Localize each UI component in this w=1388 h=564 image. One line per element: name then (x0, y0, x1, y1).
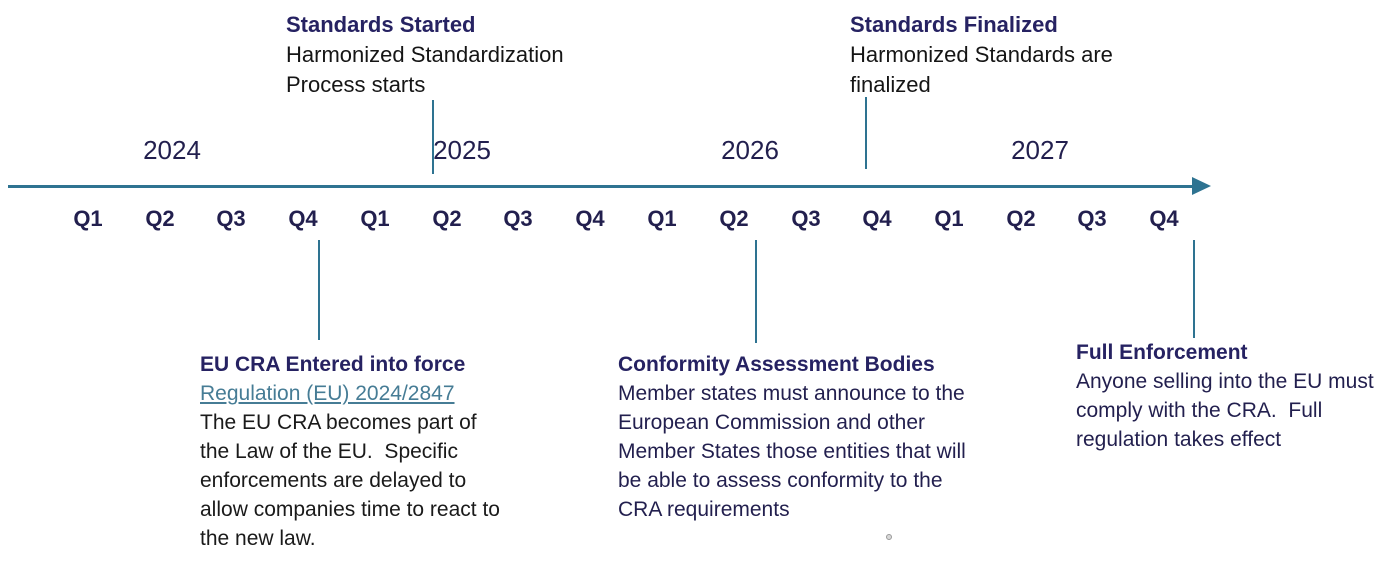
annotation-standards-finalized: Standards Finalized Harmonized Standards… (850, 10, 1150, 100)
regulation-link[interactable]: Regulation (EU) 2024/2847 (200, 382, 455, 405)
quarter-label: Q2 (1006, 206, 1036, 231)
annotation-title: Standards Started (286, 12, 476, 37)
quarter-label: Q4 (575, 206, 605, 231)
decorative-dot (886, 534, 892, 540)
quarter-label: Q2 (432, 206, 462, 231)
annotation-body: Harmonized Standards are finalized (850, 42, 1120, 97)
quarter-label: Q1 (934, 206, 964, 231)
connector-standards-started (432, 100, 434, 174)
quarter-label: Q1 (360, 206, 390, 231)
quarter-label: Q1 (647, 206, 677, 231)
timeline-axis (8, 185, 1196, 188)
quarter-label: Q4 (288, 206, 318, 231)
quarter-label: Q3 (791, 206, 821, 231)
annotation-body: Member states must announce to the Europ… (618, 382, 972, 521)
annotation-body: The EU CRA becomes part of the Law of th… (200, 411, 506, 550)
quarter-label: Q4 (1149, 206, 1179, 231)
annotation-body: Anyone selling into the EU must comply w… (1076, 370, 1380, 451)
annotation-standards-started: Standards Started Harmonized Standardiza… (286, 10, 598, 100)
annotation-conformity-assessment-bodies: Conformity Assessment Bodies Member stat… (618, 350, 986, 524)
connector-eu-cra (318, 240, 320, 340)
quarter-label: Q2 (719, 206, 749, 231)
annotation-title: Standards Finalized (850, 12, 1058, 37)
quarter-label: Q3 (1077, 206, 1107, 231)
annotation-title: Full Enforcement (1076, 341, 1248, 364)
quarter-label: Q3 (216, 206, 246, 231)
annotation-eu-cra-entered-into-force: EU CRA Entered into force Regulation (EU… (200, 350, 502, 553)
quarter-label: Q2 (145, 206, 175, 231)
year-label-2027: 2027 (1011, 135, 1069, 165)
quarter-label: Q4 (862, 206, 892, 231)
quarter-label: Q1 (73, 206, 103, 231)
connector-conformity (755, 240, 757, 343)
year-label-2026: 2026 (721, 135, 779, 165)
annotation-body: Harmonized Standardization Process start… (286, 42, 570, 97)
annotation-title: EU CRA Entered into force (200, 353, 466, 376)
quarter-label: Q3 (503, 206, 533, 231)
year-label-2025: 2025 (433, 135, 491, 165)
connector-standards-finalized (865, 97, 867, 169)
timeline-arrowhead-icon (1192, 177, 1211, 195)
annotation-title: Conformity Assessment Bodies (618, 353, 935, 376)
connector-full-enforcement (1193, 240, 1195, 338)
annotation-full-enforcement: Full Enforcement Anyone selling into the… (1076, 338, 1388, 454)
year-label-2024: 2024 (143, 135, 201, 165)
